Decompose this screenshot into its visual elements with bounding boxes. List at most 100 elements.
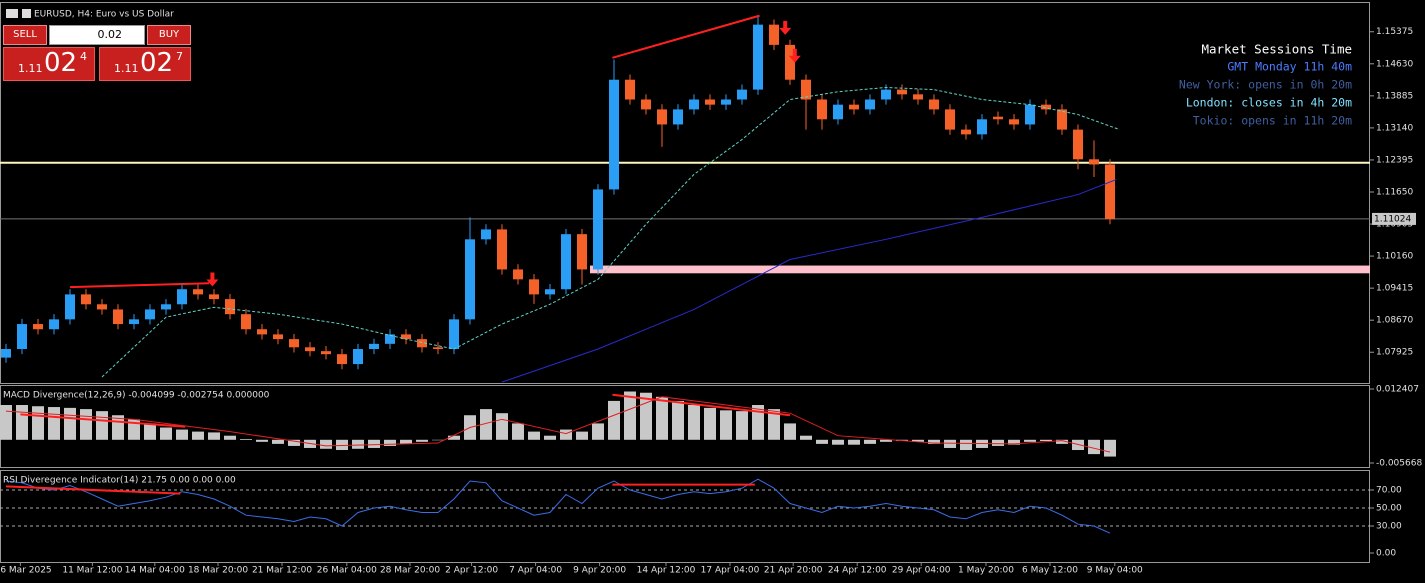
candle-body [769, 24, 779, 45]
histogram-bar [656, 396, 668, 440]
histogram-bar [176, 429, 188, 440]
histogram-bar [736, 411, 748, 440]
y-tick-label: 1.15375 [1376, 27, 1413, 37]
candle-body [241, 314, 251, 330]
session-line: New York: opens in 0h 20m [1179, 78, 1352, 92]
histogram-bar [448, 435, 460, 440]
x-tick-label: 2 Apr 12:00 [445, 566, 498, 576]
candle-body [913, 94, 923, 100]
candle-body [529, 279, 539, 295]
candle-body [49, 319, 59, 330]
candle-body [657, 109, 667, 125]
histogram-bar [48, 407, 60, 440]
histogram-bar [528, 431, 540, 440]
histogram-bar [704, 407, 716, 440]
x-tick-label: 9 May 04:00 [1087, 566, 1143, 576]
histogram-bar [384, 439, 396, 446]
histogram-bar [256, 439, 268, 442]
y-tick-label: 1.12395 [1376, 155, 1413, 165]
histogram-bar [336, 439, 348, 451]
indicator-title: MACD Divergence(12,26,9) -0.004099 -0.00… [3, 391, 270, 401]
candle-body [81, 294, 91, 305]
chart-icon [6, 9, 18, 18]
price-small: 4 [80, 50, 87, 63]
chart-icon [22, 9, 31, 18]
candle-body [817, 99, 827, 120]
trendline [612, 393, 791, 417]
x-tick-label: 14 Mar 04:00 [125, 566, 185, 576]
histogram-bar [688, 405, 700, 440]
histogram-bar [1056, 439, 1068, 444]
candle-body [401, 334, 411, 340]
price-prefix: 1.11 [114, 62, 139, 75]
histogram-bar [544, 435, 556, 440]
candle-body [113, 309, 123, 325]
panel-border [0, 2, 1370, 384]
candle-body [577, 234, 587, 270]
y-tick-label: 70.00 [1376, 486, 1402, 496]
buy-button[interactable]: BUY [147, 25, 191, 45]
histogram-bar [432, 439, 444, 441]
candle-body [305, 347, 315, 352]
histogram-bar [944, 439, 956, 448]
candle-body [65, 294, 75, 320]
candle-body [833, 104, 843, 120]
histogram-bar [416, 439, 428, 442]
histogram-bar [400, 439, 412, 444]
candle-body [17, 324, 27, 350]
histogram-bar [512, 423, 524, 440]
histogram-bar [576, 431, 588, 440]
histogram-bar [1088, 439, 1100, 455]
candle-body [97, 304, 107, 310]
histogram-bar [672, 400, 684, 440]
histogram-bar [768, 409, 780, 440]
zone [590, 265, 1370, 274]
signal-line [5, 396, 1111, 453]
y-tick-label: -0.005668 [1376, 458, 1422, 468]
sessions-title: Market Sessions Time [1201, 42, 1352, 57]
histogram-bar [128, 419, 140, 440]
x-tick-label: 18 Mar 20:00 [188, 566, 248, 576]
histogram-bar [96, 411, 108, 440]
candle-body [625, 79, 635, 100]
candle-body [753, 24, 763, 90]
histogram-bar [928, 439, 940, 444]
candle-body [785, 44, 795, 80]
candle-body [849, 104, 859, 110]
trade-panel: SELL 0.02 BUY 1.11 02 4 1.11 02 7 [3, 25, 191, 81]
lot-input[interactable]: 0.02 [49, 25, 145, 45]
x-tick-label: 11 Mar 12:00 [62, 566, 122, 576]
candle-body [321, 351, 331, 355]
candle-body [561, 234, 571, 290]
histogram-bar [160, 427, 172, 440]
candle-body [1041, 104, 1051, 110]
candle-body [433, 347, 443, 350]
candle-body [673, 109, 683, 125]
sell-button[interactable]: SELL [3, 25, 47, 45]
ask-price[interactable]: 1.11 02 7 [99, 47, 191, 81]
candle-body [545, 289, 555, 295]
signal-arrow [788, 48, 801, 63]
histogram-bar [848, 439, 860, 445]
histogram-bar [1024, 439, 1036, 442]
candle-body [705, 99, 715, 105]
histogram-bar [144, 423, 156, 440]
x-tick-label: 6 May 12:00 [1022, 566, 1078, 576]
chart-header: EURUSD, H4: Euro vs US Dollar [34, 10, 174, 20]
candle-body [257, 329, 267, 335]
y-tick-label: 1.11650 [1376, 187, 1413, 197]
histogram-bar [240, 438, 252, 440]
y-tick-label: 30.00 [1376, 522, 1402, 532]
candle-body [193, 289, 203, 295]
candle-body [737, 89, 747, 100]
candle-body [865, 99, 875, 110]
signal-arrow [779, 20, 792, 35]
histogram-bar [720, 410, 732, 440]
x-tick-label: 1 May 20:00 [958, 566, 1014, 576]
candle-body [417, 339, 427, 348]
bid-price[interactable]: 1.11 02 4 [3, 47, 95, 81]
candle-body [145, 309, 155, 320]
histogram-bar [880, 439, 892, 442]
candle-body [609, 79, 619, 190]
